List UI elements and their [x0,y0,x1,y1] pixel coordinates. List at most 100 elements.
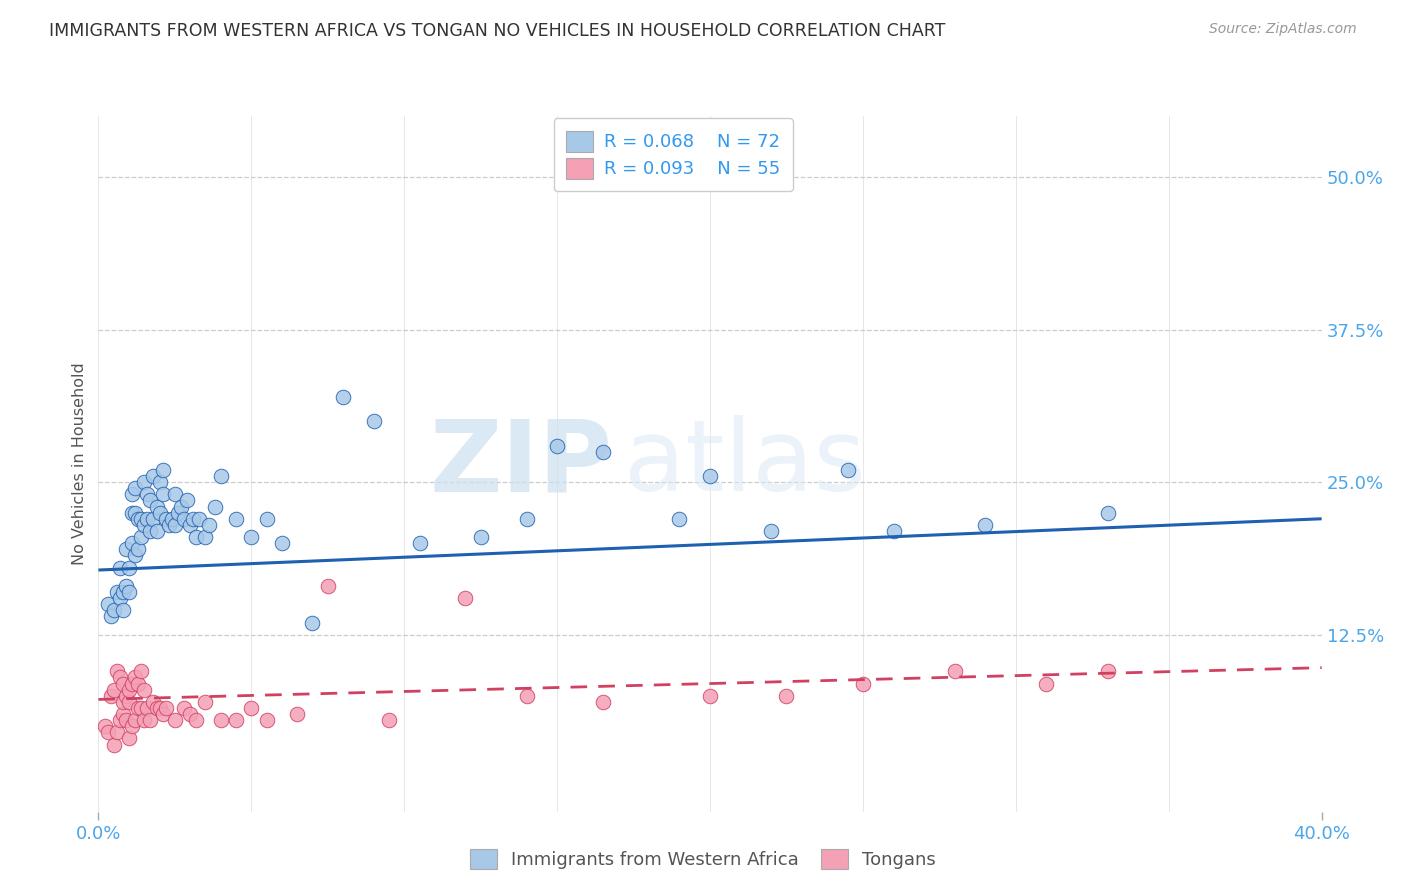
Text: atlas: atlas [624,416,866,512]
Point [179,517,201,532]
Point [127,542,149,557]
Point [285,707,308,722]
Point [176,493,198,508]
Point [240,701,263,715]
Point [194,695,217,709]
Point [240,530,263,544]
Point [111,707,134,722]
Point [149,475,172,490]
Point [1035,676,1057,690]
Point [546,438,568,452]
Point [118,695,141,709]
Point [105,725,128,739]
Point [1097,506,1119,520]
Point [142,469,165,483]
Point [163,487,186,501]
Point [124,713,146,727]
Point [699,469,721,483]
Point [118,682,141,697]
Point [121,506,143,520]
Point [136,487,159,501]
Point [186,530,208,544]
Point [111,676,134,690]
Point [179,707,201,722]
Point [124,670,146,684]
Point [127,676,149,690]
Point [142,512,165,526]
Point [301,615,323,630]
Point [209,469,232,483]
Point [194,530,217,544]
Point [103,738,125,752]
Point [974,517,997,532]
Point [134,682,156,697]
Point [470,530,492,544]
Point [129,512,152,526]
Point [668,512,690,526]
Point [136,512,159,526]
Point [170,500,193,514]
Point [118,585,141,599]
Legend: R = 0.068    N = 72, R = 0.093    N = 55: R = 0.068 N = 72, R = 0.093 N = 55 [554,118,793,192]
Point [105,665,128,679]
Point [516,689,538,703]
Point [121,676,143,690]
Point [852,676,875,690]
Point [129,530,152,544]
Point [225,512,247,526]
Point [142,695,165,709]
Point [108,560,131,574]
Point [173,701,195,715]
Point [111,603,134,617]
Point [152,463,174,477]
Point [592,695,614,709]
Point [118,560,141,574]
Point [118,731,141,746]
Point [256,512,278,526]
Point [111,585,134,599]
Point [108,591,131,606]
Point [155,512,177,526]
Point [136,701,159,715]
Point [186,713,208,727]
Point [115,542,138,557]
Text: ZIP: ZIP [429,416,612,512]
Point [155,701,177,715]
Point [139,524,162,538]
Point [115,689,138,703]
Point [149,701,172,715]
Point [121,719,143,733]
Point [145,524,167,538]
Point [124,481,146,495]
Point [97,725,120,739]
Point [108,670,131,684]
Point [121,536,143,550]
Point [270,536,294,550]
Legend: Immigrants from Western Africa, Tongans: Immigrants from Western Africa, Tongans [461,839,945,879]
Point [108,713,131,727]
Point [105,585,128,599]
Point [332,390,354,404]
Point [837,463,859,477]
Point [163,517,186,532]
Point [209,713,232,727]
Point [181,512,204,526]
Point [139,493,162,508]
Point [145,500,167,514]
Point [188,512,211,526]
Y-axis label: No Vehicles in Household: No Vehicles in Household [72,362,87,566]
Point [103,682,125,697]
Point [197,517,219,532]
Point [127,512,149,526]
Point [124,549,146,563]
Point [699,689,721,703]
Text: Source: ZipAtlas.com: Source: ZipAtlas.com [1209,22,1357,37]
Point [111,695,134,709]
Point [129,701,152,715]
Point [129,665,152,679]
Point [408,536,430,550]
Point [134,475,156,490]
Point [134,517,156,532]
Point [115,579,138,593]
Point [100,609,122,624]
